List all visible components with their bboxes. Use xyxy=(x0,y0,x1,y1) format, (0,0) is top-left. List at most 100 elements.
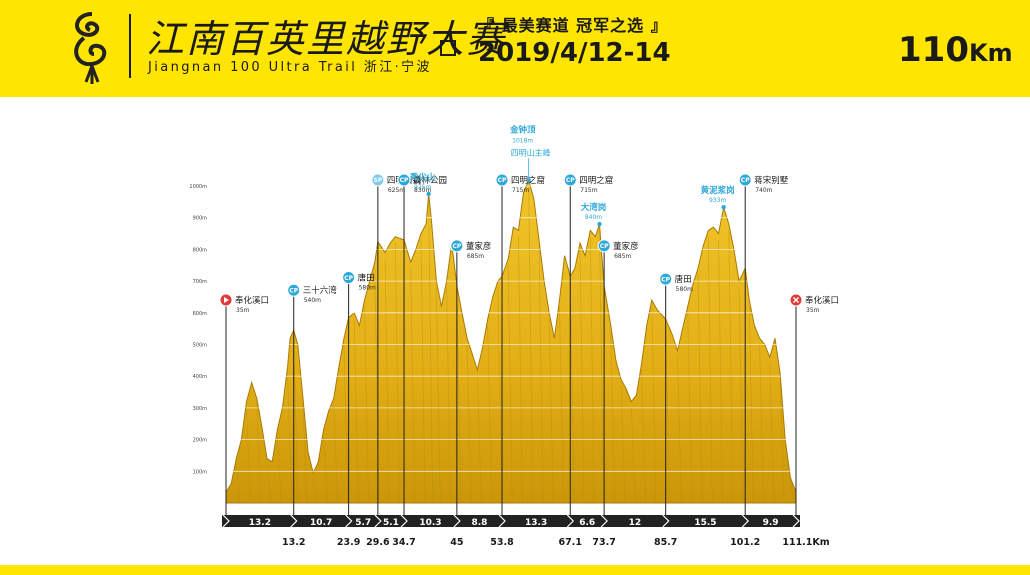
marker-name: 蒋宋别墅 xyxy=(754,175,789,186)
cumulative-distance: 53.8 xyxy=(490,537,514,548)
terrain-texture xyxy=(410,268,416,504)
marker-elevation: 830m xyxy=(414,187,431,194)
cumulative-distance: 34.7 xyxy=(392,537,415,548)
terrain-texture xyxy=(435,287,441,504)
terrain-texture xyxy=(333,404,339,504)
checkpoint-tick xyxy=(453,514,461,528)
slogan: 『 最美赛道 冠军之选 』 xyxy=(478,16,668,35)
checkpoint-code: CP xyxy=(600,243,609,250)
terrain-texture xyxy=(718,239,723,504)
terrain-texture xyxy=(312,478,318,504)
checkpoint-tick xyxy=(741,514,750,528)
y-tick-label: 500m xyxy=(193,343,208,349)
segment-distance: 12 xyxy=(629,518,642,528)
terrain-texture xyxy=(748,306,754,504)
terrain-texture xyxy=(620,385,626,504)
terrain-texture xyxy=(641,369,646,504)
checkpoint-code: CP xyxy=(566,177,575,184)
checkpoint-tick xyxy=(566,514,575,528)
marker-elevation: 580m xyxy=(359,285,376,292)
terrain-texture xyxy=(456,291,462,504)
marker-elevation: 625m xyxy=(388,187,405,194)
segment-distance: 10.7 xyxy=(310,518,332,528)
cumulative-distance: 13.2 xyxy=(282,537,305,548)
segment-distance: 6.6 xyxy=(579,518,595,528)
marker-name: 森林公园 xyxy=(413,175,447,186)
terrain-texture xyxy=(569,282,575,504)
terrain-texture xyxy=(343,344,349,504)
checkpoint-code: CP xyxy=(741,177,750,184)
terrain-texture xyxy=(665,325,671,504)
cumulative-distance: 45 xyxy=(450,537,463,548)
segment-distance: 13.3 xyxy=(525,518,547,528)
checkpoint-icon xyxy=(397,173,411,187)
checkpoint-code: CP xyxy=(344,275,353,282)
distance-value: 110 xyxy=(898,30,969,70)
terrain-texture xyxy=(497,287,503,504)
footer-banner xyxy=(0,565,1030,575)
checkpoint-tick xyxy=(662,514,670,528)
header-banner: 江南百英里越野大赛 Jiangnan 100 Ultra Trail 浙江·宁波… xyxy=(0,0,1030,97)
marker-elevation: 540m xyxy=(304,297,321,304)
cumulative-distance: 29.6 xyxy=(366,537,390,548)
peak-dot xyxy=(597,221,602,227)
marker-elevation: 685m xyxy=(614,253,631,260)
checkpoint-code: CP xyxy=(661,276,670,283)
checkpoint-tick xyxy=(374,514,382,528)
y-tick-label: 400m xyxy=(193,374,208,380)
checkpoint-icon xyxy=(563,173,577,187)
marker-name: 唐田 xyxy=(358,273,375,284)
terrain-texture xyxy=(548,318,554,504)
cumulative-distance: 73.7 xyxy=(592,537,615,548)
peak-elevation: 840m xyxy=(585,214,602,221)
terrain-texture xyxy=(759,344,764,504)
terrain-texture xyxy=(420,239,426,504)
play-glyph xyxy=(224,297,229,303)
cumulative-distance: 23.9 xyxy=(337,537,360,548)
checkpoint-code: SP xyxy=(374,177,383,184)
terrain-texture xyxy=(466,344,472,504)
terrain-texture xyxy=(323,436,328,504)
segment-distance: 5.1 xyxy=(383,518,399,528)
peak-name: 金钟顶 xyxy=(509,124,536,135)
terrain-texture xyxy=(538,245,544,504)
terrain-texture xyxy=(256,404,262,504)
terrain-texture xyxy=(630,407,636,504)
terrain-texture xyxy=(507,264,513,504)
terrain-texture xyxy=(677,356,682,504)
terrain-texture xyxy=(394,242,400,504)
total-distance: 110Km xyxy=(898,30,1013,70)
checkpoint-tick xyxy=(400,514,408,528)
y-tick-label: 100m xyxy=(193,469,208,475)
terrain-texture xyxy=(446,287,452,504)
terrain-texture xyxy=(769,363,775,504)
y-tick-label: 900m xyxy=(193,216,208,222)
checkpoint-tick xyxy=(600,514,608,528)
peak-elevation: 933m xyxy=(709,197,726,204)
y-tick-label: 800m xyxy=(193,247,208,253)
terrain-texture xyxy=(738,287,744,504)
checkpoint-tick xyxy=(792,514,800,528)
marker-name: 三十六湾 xyxy=(303,285,338,296)
terrain-texture xyxy=(559,306,564,504)
y-tick-label: 600m xyxy=(193,311,208,317)
peak-name: 秀尖山 xyxy=(409,172,436,183)
terrain-texture xyxy=(246,407,251,504)
checkpoint-icon xyxy=(495,173,509,187)
event-date: 2019/4/12-14 xyxy=(478,38,671,68)
cumulative-distance: 67.1 xyxy=(559,537,582,548)
checkpoint-tick xyxy=(290,514,298,528)
terrain-texture xyxy=(364,306,369,504)
segment-distance: 9.9 xyxy=(763,518,779,528)
distance-bar xyxy=(222,515,800,527)
marker-name: 董家彦 xyxy=(466,241,492,252)
checkpoint-code: CP xyxy=(498,177,507,184)
peak-dot xyxy=(721,205,726,210)
checkpoint-icon xyxy=(659,272,673,286)
peak-name: 大湾岗 xyxy=(581,202,607,213)
marker-elevation: 715m xyxy=(580,187,597,194)
peak-elevation: 975m xyxy=(414,184,431,191)
terrain-texture xyxy=(610,331,616,504)
checkpoint-tick xyxy=(345,514,353,528)
terrain-texture xyxy=(599,230,604,504)
